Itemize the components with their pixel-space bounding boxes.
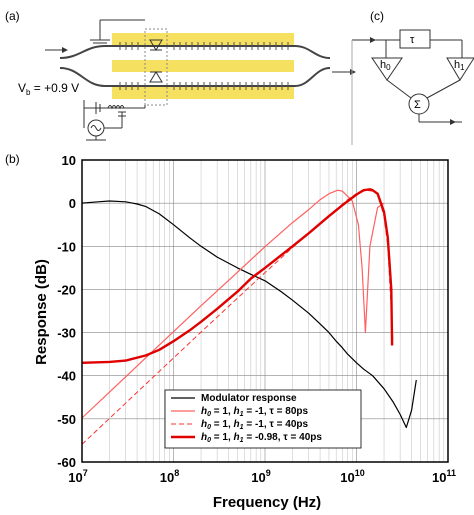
input-arrow-icon <box>62 47 68 53</box>
y-tick-label: -60 <box>57 455 76 470</box>
y-tick-label: -50 <box>57 412 76 427</box>
diode-bottom-icon <box>149 71 163 83</box>
y-tick-label: -40 <box>57 369 76 384</box>
electrode-bottom <box>112 87 294 99</box>
x-axis-title: Frequency (Hz) <box>213 494 321 511</box>
filter-input-arrow-icon <box>370 37 376 43</box>
x-tick-label: 107 <box>68 468 87 485</box>
inductor-icon <box>107 105 125 110</box>
legend-box <box>164 389 362 449</box>
y-tick-labels: 10 0 -10 -20 -30 -40 -50 -60 <box>57 153 76 470</box>
x-tick-label: 1011 <box>432 468 456 485</box>
electrode-middle <box>112 60 294 72</box>
delay-block <box>399 29 431 49</box>
panel-label-a: (a) <box>5 9 20 23</box>
frequency-response-chart: 100-10-20-30-40-50-60 107 108 109 1010 1011 … <box>33 153 456 511</box>
electrode-top <box>112 33 294 45</box>
legend-entry-0: Modulator response <box>201 393 297 404</box>
sum-symbol: Σ <box>414 99 421 111</box>
h1-gain-triangle <box>446 57 474 81</box>
panel-label-c: (c) <box>370 9 384 23</box>
plot-frame <box>81 159 449 463</box>
y-axis-title: Response (dB) <box>33 259 50 365</box>
modulator-diagram: Vb = +0.9 V <box>18 19 356 141</box>
y-tick-label: -30 <box>57 326 76 341</box>
segment-ticks <box>119 42 289 90</box>
h1-label: h1 <box>454 59 465 72</box>
legend-entry-2: h0 = 1, h1 = -1, τ = 40ps <box>201 419 308 431</box>
diode-top-icon <box>149 39 163 51</box>
chart-series <box>81 188 417 445</box>
h0-label: h0 <box>380 59 391 72</box>
y-tick-label: -20 <box>57 282 76 297</box>
series-line-0 <box>81 200 417 429</box>
legend-entry-3: h0 = 1, h1 = -0.98, τ = 40ps <box>201 432 322 444</box>
diode-box <box>144 28 168 106</box>
waveguide-bottom-arm <box>59 67 331 87</box>
x-tick-label: 1010 <box>340 468 364 485</box>
output-arrow-icon <box>350 69 356 75</box>
h0-gain-triangle <box>371 57 403 81</box>
series-line-3 <box>81 188 394 364</box>
x-tick-label: 109 <box>251 468 270 485</box>
legend-entry-1: h0 = 1, h1 = -1, τ = 80ps <box>201 406 308 418</box>
x-tick-labels: 107 108 109 1010 1011 <box>68 468 456 485</box>
series-line-1 <box>81 189 385 419</box>
y-tick-label: 0 <box>69 196 76 211</box>
y-tick-label: 10 <box>62 153 76 168</box>
bias-voltage-label: Vb = +0.9 V <box>18 81 79 97</box>
delay-symbol: τ <box>410 34 415 46</box>
waveguide-top-arm <box>59 45 331 59</box>
chart-legend: Modulator response h0 = 1, h1 = -1, τ = 8… <box>164 389 362 449</box>
filter-diagram: τ h0 h1 Σ <box>351 29 474 145</box>
x-tick-label: 108 <box>160 468 179 485</box>
y-tick-label: -10 <box>57 239 76 254</box>
filter-output-arrow-icon <box>450 119 456 125</box>
panel-label-b: (b) <box>5 152 20 166</box>
